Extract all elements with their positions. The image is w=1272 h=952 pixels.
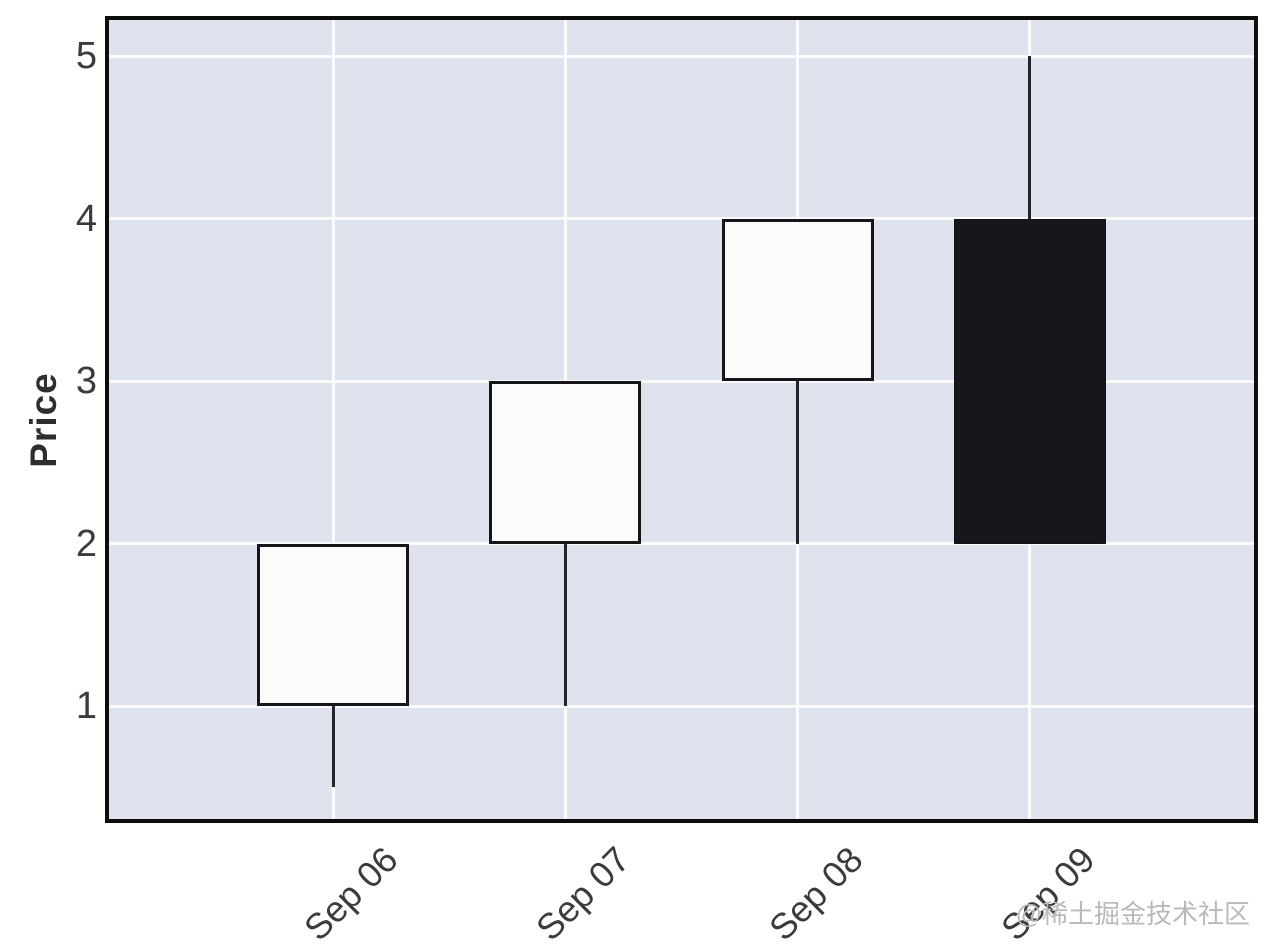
y-tick-label: 5 (75, 35, 97, 77)
candle-body (721, 218, 874, 381)
x-tick-label: Sep 07 (528, 838, 638, 949)
x-tick-label: Sep 06 (295, 838, 406, 949)
y-tick-label: 4 (75, 197, 97, 240)
candle-body (489, 381, 642, 544)
horizontal-gridline (109, 704, 1254, 708)
candle-wick (563, 381, 567, 706)
candle-body (953, 218, 1106, 544)
watermark: @稀土掘金技术社区 (1015, 899, 1250, 929)
candle-body (257, 543, 409, 706)
horizontal-gridline (109, 542, 1254, 545)
x-tick-label: Sep 08 (760, 838, 871, 949)
y-tick-label: 3 (75, 360, 97, 402)
y-tick-label: 1 (75, 685, 97, 727)
horizontal-gridline (109, 379, 1254, 383)
horizontal-gridline (109, 54, 1254, 58)
plot-area (105, 16, 1258, 823)
candle-wick (796, 218, 800, 544)
horizontal-gridline (109, 217, 1254, 220)
y-tick-label: 2 (75, 522, 97, 565)
vertical-gridline (331, 20, 335, 819)
